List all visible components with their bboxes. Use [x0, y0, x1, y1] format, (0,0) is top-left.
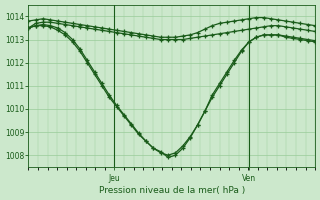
X-axis label: Pression niveau de la mer( hPa ): Pression niveau de la mer( hPa ) — [99, 186, 245, 195]
